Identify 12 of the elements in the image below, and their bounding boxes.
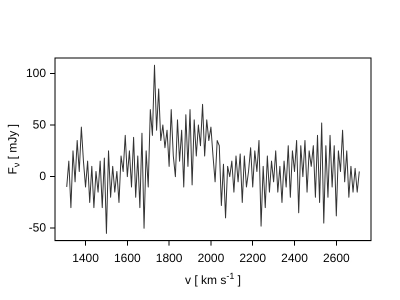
y-axis-title: Fν [ mJy ] [5,124,22,175]
y-tick-label: -50 [28,220,46,235]
x-tick-label: 1800 [156,251,183,266]
x-tick-label: 1400 [72,251,100,266]
y-tick-label: 100 [26,66,46,80]
x-tick-label: 2200 [239,251,266,266]
x-tick-label: 2600 [322,251,350,266]
x-tick-label: 1600 [114,251,141,266]
y-tick-label: 50 [32,117,46,132]
x-tick-label: 2400 [281,251,308,266]
y-tick-label: 0 [39,168,46,183]
x-tick-label: 2000 [198,251,225,266]
